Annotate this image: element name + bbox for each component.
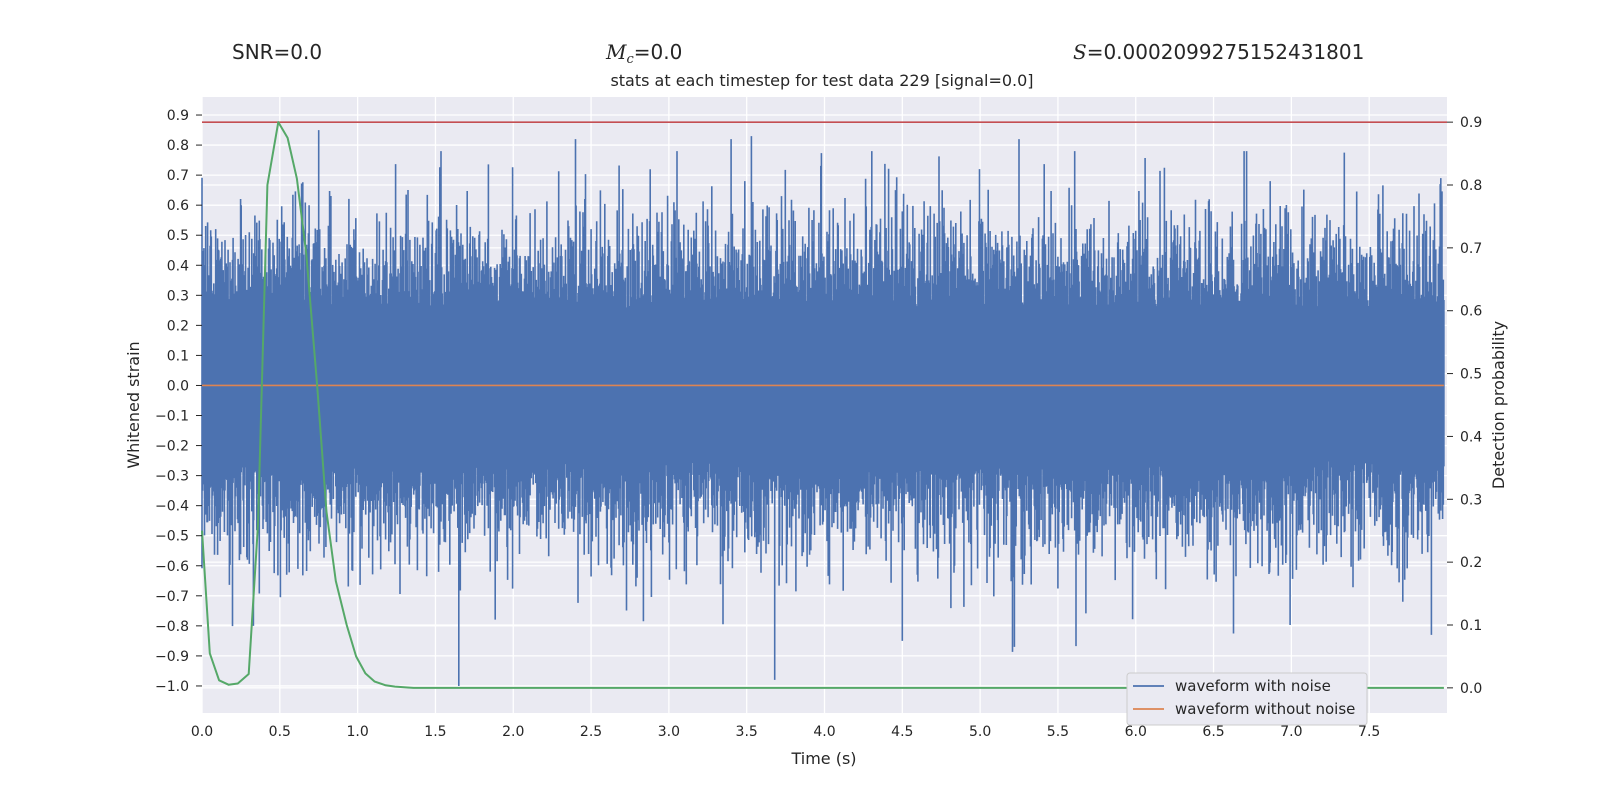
y-axis-label: Whitened strain — [124, 341, 143, 468]
legend-box — [1126, 672, 1368, 726]
y2-tick-label: 0.8 — [1460, 178, 1482, 194]
mc-value: =0.0 — [633, 40, 683, 64]
y2-tick-label: 0.4 — [1460, 429, 1482, 445]
y-tick-label: −0.2 — [155, 439, 189, 455]
x-tick-label: 2.5 — [580, 724, 602, 740]
x-tick-label: 5.0 — [969, 724, 991, 740]
y2-axis-label: Detection probability — [1489, 321, 1508, 489]
legend-label-noise: waveform with noise — [1175, 677, 1331, 695]
s-value: =0.0002099275152431801 — [1086, 40, 1365, 64]
x-tick-label: 7.5 — [1358, 724, 1380, 740]
y-tick-label: 0.0 — [167, 378, 189, 394]
y-tick-label: 0.2 — [167, 318, 189, 334]
y-tick-label: 0.3 — [167, 288, 189, 304]
y-tick-label: −0.4 — [155, 499, 189, 515]
x-tick-label: 3.5 — [736, 724, 758, 740]
y-tick-label: −1.0 — [155, 679, 189, 695]
y-tick-label: 0.8 — [167, 138, 189, 154]
x-axis-label: Time (s) — [790, 749, 856, 768]
noise-spikes — [201, 130, 1445, 686]
y2-tick-label: 0.9 — [1460, 115, 1482, 131]
chart-title: stats at each timestep for test data 229… — [610, 71, 1034, 90]
y2-tick-label: 0.7 — [1460, 241, 1482, 257]
mc-subscript: c — [626, 52, 634, 67]
y-tick-label: 0.1 — [167, 348, 189, 364]
x-tick-label: 6.0 — [1125, 724, 1147, 740]
y-tick-label: −0.6 — [155, 559, 189, 575]
mc-symbol: M — [606, 40, 627, 64]
y2-axis-ticks: 0.0 0.1 0.2 0.3 0.4 0.5 0.6 0.7 0.8 0.9 — [1447, 115, 1482, 697]
y-tick-label: −0.1 — [155, 409, 189, 425]
x-tick-label: 4.5 — [891, 724, 913, 740]
y2-tick-label: 0.1 — [1460, 618, 1482, 634]
snr-label: SNR=0.0 — [232, 40, 323, 64]
y-tick-label: −0.3 — [155, 469, 189, 485]
legend: waveform with noise waveform without noi… — [1126, 672, 1368, 726]
y2-tick-label: 0.3 — [1460, 492, 1482, 508]
y-tick-label: −0.8 — [155, 619, 189, 635]
x-axis-ticks: 0.0 0.5 1.0 1.5 2.0 2.5 3.0 3.5 4.0 4.5 5.0 5.5 6.0 6… — [191, 724, 1380, 740]
y-tick-label: 0.5 — [167, 228, 189, 244]
x-tick-label: 6.5 — [1202, 724, 1224, 740]
y-tick-label: −0.5 — [155, 529, 189, 545]
x-tick-label: 5.5 — [1047, 724, 1069, 740]
s-statistic-label: S=0.0002099275152431801 — [1073, 40, 1364, 64]
x-tick-label: 1.0 — [346, 724, 368, 740]
y2-tick-label: 0.0 — [1460, 681, 1482, 697]
y2-tick-label: 0.5 — [1460, 367, 1482, 383]
x-tick-label: 0.0 — [191, 724, 213, 740]
legend-label-clean: waveform without noise — [1175, 700, 1355, 718]
y2-tick-label: 0.2 — [1460, 555, 1482, 571]
y-tick-label: 0.6 — [167, 198, 189, 214]
y-tick-label: 0.9 — [167, 108, 189, 124]
x-tick-label: 0.5 — [269, 724, 291, 740]
y-axis-ticks: −1.0 −0.9 −0.8 −0.7 −0.6 −0.5 −0.4 −0.3 −0.2 −0.1… — [155, 108, 202, 695]
x-tick-label: 2.0 — [502, 724, 524, 740]
x-tick-label: 3.0 — [658, 724, 680, 740]
y-tick-label: −0.9 — [155, 649, 189, 665]
line-layer — [201, 121, 1447, 689]
x-tick-label: 1.5 — [424, 724, 446, 740]
y-tick-label: −0.7 — [155, 589, 189, 605]
y-tick-label: 0.7 — [167, 168, 189, 184]
s-symbol: S — [1073, 40, 1087, 64]
x-tick-label: 4.0 — [813, 724, 835, 740]
y-tick-label: 0.4 — [167, 258, 189, 274]
series-detection-probability — [201, 121, 1444, 689]
x-tick-label: 7.0 — [1280, 724, 1302, 740]
y2-tick-label: 0.6 — [1460, 304, 1482, 320]
chirp-mass-label: Mc=0.0 — [606, 40, 682, 67]
